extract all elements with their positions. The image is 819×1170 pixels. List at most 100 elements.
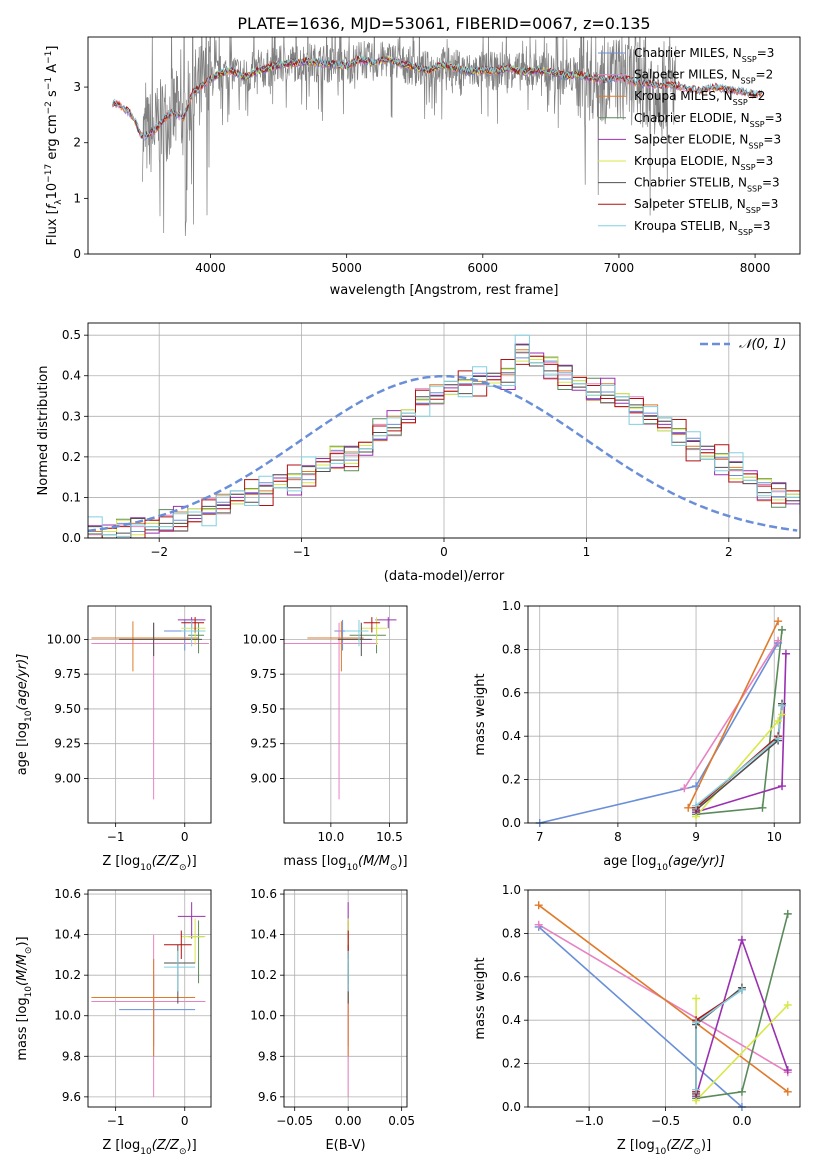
y-axis-label-part: 10 (45, 183, 60, 200)
x-tick-label: 10 (767, 830, 782, 844)
point-marker-kroupa_stelib (692, 1018, 701, 1027)
observed-spectrum-line (142, 37, 677, 237)
y-tick-label: 0 (73, 247, 81, 261)
panel-residuals: −2 −1 0 1 2 0.0 0.1 0.2 0.3 0.4 0.5 (data-model)/er… (36, 322, 801, 584)
legend-entry-sub: SSP (750, 119, 765, 128)
x-axis-label-part: age [log (603, 854, 656, 869)
y-axis-label-part: 10 (24, 986, 34, 998)
x-axis-label-part: E(B-V) (325, 1138, 365, 1153)
x-axis-label-part: ⊙ (693, 1147, 701, 1157)
x-axis-label-part: )] (187, 854, 197, 869)
gaussian-curve (88, 374, 798, 533)
x-axis-label: wavelength [Angstrom, rest frame] (330, 283, 559, 298)
y-tick-label: 0.8 (502, 642, 521, 656)
x-tick-label: −0.05 (276, 1114, 313, 1128)
point-marker-kroupa_elodie (692, 994, 701, 1003)
x-axis-label: mass [log10(M/M⊙)] (283, 854, 407, 873)
x-axis-label-part: ⊙ (179, 1147, 187, 1157)
point-marker-chabrier_elodie (778, 625, 787, 634)
legend-entry-sub: SSP (746, 206, 761, 215)
x-axis-label-part: ⊙ (179, 863, 187, 873)
x-tick-label: −0.5 (651, 1114, 680, 1128)
y-tick-label: 9.75 (250, 667, 277, 681)
y-tick-label: 10.4 (54, 928, 81, 942)
legend-entry-sub: SSP (741, 76, 756, 85)
point-marker-chabrier_elodie (737, 1087, 746, 1096)
y-tick-label: 0.3 (62, 409, 81, 423)
legend-entry-sub: SSP (748, 141, 763, 150)
y-axis-label-part: Flux [ (45, 209, 60, 245)
x-tick-label: 7 (536, 830, 544, 844)
y-tick-label: 10.6 (250, 887, 277, 901)
y-axis-label: Flux [fλ10−17 erg cm−2 s−1 A−1] (44, 46, 64, 246)
legend-entry-label: Kroupa ELODIE, N (634, 154, 741, 168)
y-tick-label: 0.2 (62, 450, 81, 464)
point-marker-salpeter_elodie (778, 782, 787, 791)
legend-entry-label: Chabrier MILES, N (634, 46, 742, 60)
x-axis-label-part: 10 (347, 863, 359, 873)
y-axis-label: age [log10(age/yr)] (15, 654, 34, 776)
legend-entry-label: Chabrier STELIB, N (634, 176, 747, 190)
x-tick-label: 0.0 (732, 1114, 751, 1128)
y-tick-label: 0.5 (62, 328, 81, 342)
legend-entry-suffix: =3 (762, 176, 780, 190)
x-axis-label-part: (age/yr)] (668, 854, 725, 869)
point-marker-kroupa_elodie (774, 717, 783, 726)
axes-frame (527, 889, 801, 1108)
point-marker-kroupa_miles (684, 803, 693, 812)
x-axis-label-part: (Z/Z (152, 1138, 180, 1153)
y-axis-label-part: ] (45, 46, 60, 51)
x-tick-label: 9 (692, 830, 700, 844)
x-tick-label: −1 (107, 830, 125, 844)
histogram-kroupa_miles (88, 349, 800, 538)
point-marker-kroupa_elodie (783, 1001, 792, 1010)
plot-area (538, 904, 789, 1107)
legend-entry: Kroupa STELIB, NSSP=3 (634, 219, 771, 237)
x-tick-label: −1 (107, 1114, 125, 1128)
series-line-chabrier_miles (539, 642, 779, 823)
x-tick-label: 7000 (604, 261, 635, 275)
y-tick-label: 9.50 (54, 702, 81, 716)
point-marker-kroupa_miles (774, 617, 783, 626)
x-axis-label-part: Z [log (102, 854, 140, 869)
y-tick-label: 0.6 (502, 686, 521, 700)
y-tick-label: 9.8 (62, 1049, 81, 1063)
legend-entry-sub: SSP (738, 227, 753, 236)
legend-entry: Salpeter MILES, NSSP=2 (634, 68, 773, 86)
series-line-chabrier_miles (538, 926, 743, 1107)
legend-entry: Salpeter ELODIE, NSSP=3 (634, 132, 781, 150)
x-axis-label-part: (M/M (358, 854, 390, 869)
plot-area (284, 617, 397, 800)
y-tick-label: 0.0 (62, 531, 81, 545)
legend-entry-suffix: =3 (763, 132, 781, 146)
x-axis-label-part: (Z/Z (152, 854, 180, 869)
y-axis-label-part: λ (54, 199, 64, 205)
legend-entry: 𝒩(0, 1) (739, 337, 786, 352)
x-tick-label: 8 (614, 830, 622, 844)
x-axis-label: E(B-V) (325, 1138, 365, 1153)
point-marker-kroupa_stelib (778, 701, 787, 710)
y-tick-label: 0.8 (502, 926, 521, 940)
histogram-chabrier_elodie (88, 351, 800, 538)
legend-entry-suffix: =2 (748, 89, 766, 103)
x-axis-label: Z [log10(Z/Z⊙)] (617, 1138, 711, 1157)
point-marker-salpeter_elodie (783, 1066, 792, 1075)
y-tick-label: 0.6 (502, 970, 521, 984)
y-axis-label-part: −2 (44, 101, 54, 114)
x-axis-label-part: (Z/Z (666, 1138, 694, 1153)
legend-entry: Salpeter STELIB, NSSP=3 (634, 197, 778, 215)
plot-area (91, 617, 209, 800)
plot-area (91, 902, 206, 1097)
axes-frame (87, 889, 212, 1108)
y-tick-label: 1.0 (502, 883, 521, 897)
x-tick-label: 4000 (195, 261, 226, 275)
y-tick-label: 10.4 (250, 928, 277, 942)
y-tick-label: 9.6 (258, 1090, 277, 1104)
axes-frame (283, 889, 408, 1108)
y-axis-label-part: (age/yr)] (15, 654, 30, 711)
y-axis-label: Normed distribution (36, 366, 51, 496)
y-axis-label-part: mass [log (15, 997, 30, 1060)
y-tick-label: 0.0 (502, 816, 521, 830)
